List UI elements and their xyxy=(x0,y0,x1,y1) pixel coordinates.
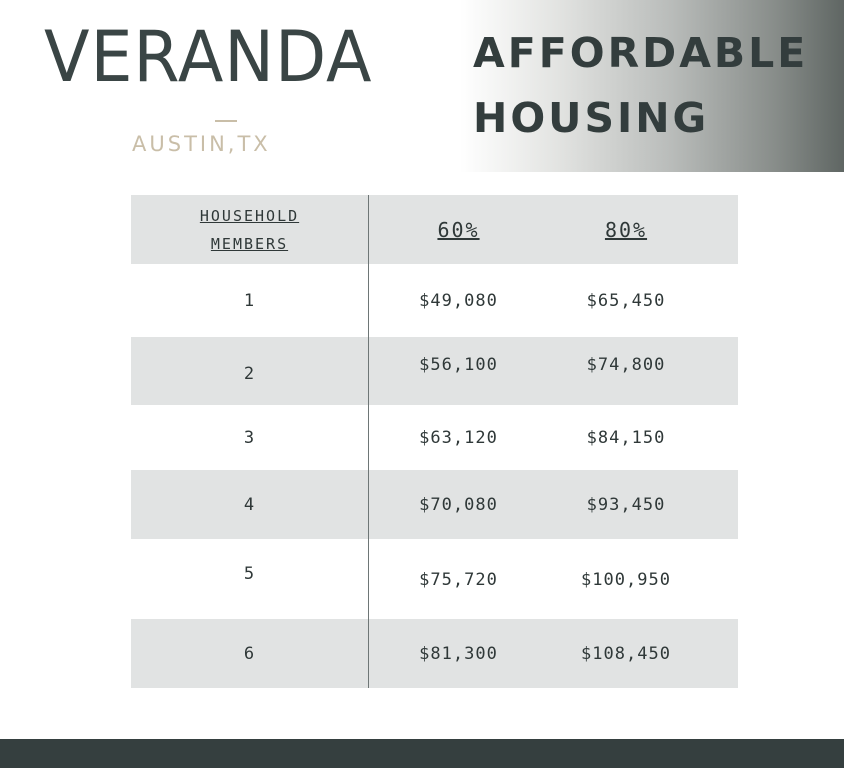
income-80-cell: $100,950 xyxy=(581,570,671,590)
income-80-cell: $84,150 xyxy=(586,427,666,448)
income-80-cell: $74,800 xyxy=(586,355,666,375)
income-80-cell: $108,450 xyxy=(581,643,671,664)
header-household-members: HOUSEHOLD MEMBERS xyxy=(131,195,368,264)
brand-name: VERANDA xyxy=(44,16,373,98)
members-cell: 1 xyxy=(243,290,256,311)
income-60-cell: $75,720 xyxy=(419,570,498,590)
members-cell: 5 xyxy=(243,564,256,584)
brand-location: AUSTIN,TX xyxy=(132,132,271,156)
table-header-row: HOUSEHOLD MEMBERS 60% 80% xyxy=(131,195,738,264)
income-60-cell: $70,080 xyxy=(419,494,498,515)
brand-divider xyxy=(215,120,237,122)
members-cell: 2 xyxy=(243,364,256,384)
income-80-cell: $93,450 xyxy=(586,494,666,515)
income-limits-table: HOUSEHOLD MEMBERS 60% 80% 1 $49,080 $65,… xyxy=(131,195,738,688)
income-60-cell: $56,100 xyxy=(419,355,498,375)
header-members-line-2: MEMBERS xyxy=(210,234,289,253)
table-row: 5 $75,720 $100,950 xyxy=(131,539,738,619)
title-line-1: AFFORDABLE xyxy=(473,29,809,77)
brand-logo: VERANDA AUSTIN,TX xyxy=(0,0,460,172)
table-row: 6 $81,300 $108,450 xyxy=(131,619,738,688)
table-row: 4 $70,080 $93,450 xyxy=(131,470,738,539)
column-divider xyxy=(368,195,369,688)
table-row: 1 $49,080 $65,450 xyxy=(131,264,738,337)
table-row: 3 $63,120 $84,150 xyxy=(131,405,738,470)
header-60-percent: 60% xyxy=(437,217,480,242)
footer-bar xyxy=(0,739,844,768)
header-80-percent: 80% xyxy=(604,217,648,242)
members-cell: 3 xyxy=(243,427,256,448)
title-panel: AFFORDABLE HOUSING xyxy=(460,0,844,172)
income-60-cell: $81,300 xyxy=(419,643,498,664)
header-members-line-1: HOUSEHOLD xyxy=(199,206,300,225)
income-60-cell: $63,120 xyxy=(419,427,498,448)
title-line-2: HOUSING xyxy=(473,94,710,142)
table-row: 2 $56,100 $74,800 xyxy=(131,337,738,405)
members-cell: 6 xyxy=(243,643,256,664)
income-80-cell: $65,450 xyxy=(586,290,666,311)
members-cell: 4 xyxy=(243,494,256,515)
income-60-cell: $49,080 xyxy=(419,290,498,311)
